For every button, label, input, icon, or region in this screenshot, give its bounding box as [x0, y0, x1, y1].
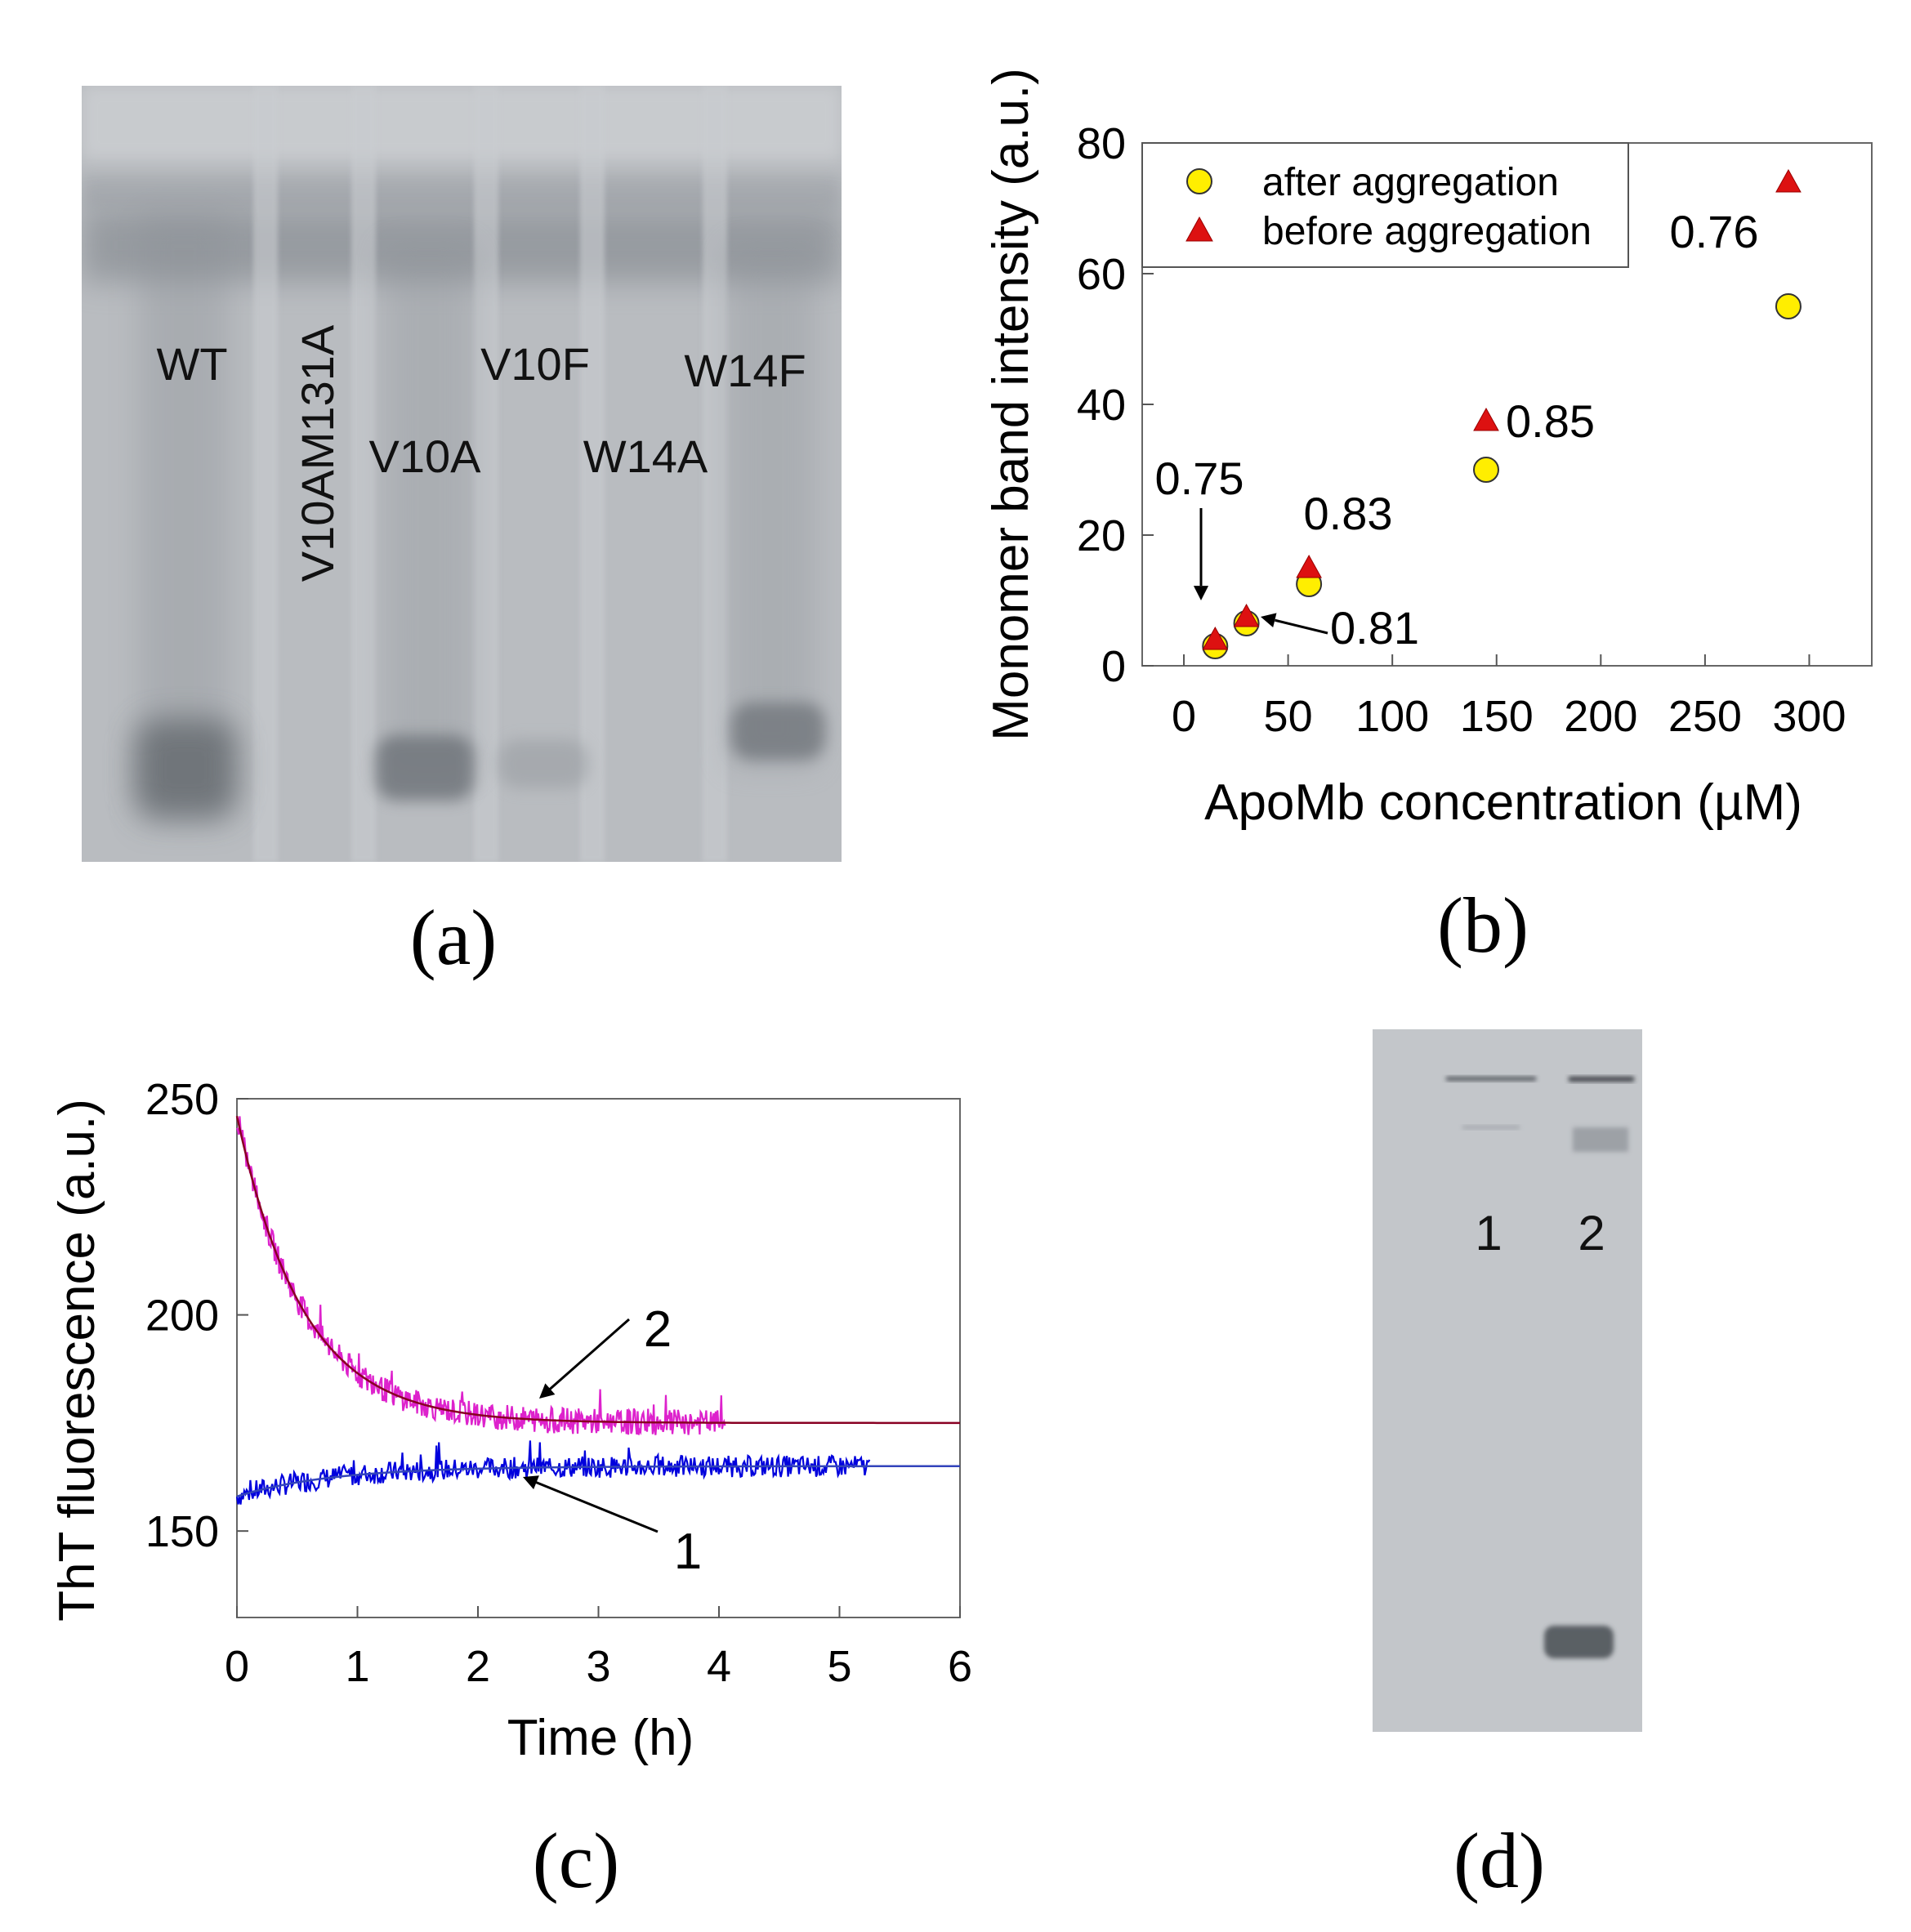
- ratio-annotation: 0.85: [1506, 395, 1595, 447]
- gel-d-lane-label: 2: [1578, 1206, 1605, 1260]
- curve-label-arrow: [534, 1480, 659, 1533]
- legend-marker-triangle: [1185, 216, 1213, 242]
- panel-c-plot-frame: [236, 1098, 961, 1618]
- annotation-arrowhead: [1261, 613, 1277, 628]
- gel-d-bands: [1446, 1077, 1634, 1658]
- x-tick-label: 5: [827, 1642, 851, 1691]
- x-tick-label: 2: [466, 1642, 490, 1691]
- panel-b-x-axis-label: ApoMb concentration (µM): [1204, 774, 1802, 831]
- curve-label: 1: [674, 1524, 702, 1580]
- ratio-annotation: 0.76: [1670, 206, 1759, 257]
- y-tick-label: 80: [1077, 119, 1126, 168]
- y-tick-label: 150: [145, 1507, 219, 1556]
- panel-c-caption: (c): [533, 1817, 620, 1904]
- data-point-before-aggregation: [1775, 168, 1802, 193]
- x-tick-label: 0: [1172, 692, 1196, 741]
- panel-c-axis-ticks: 0 1 2 3 4 5 6 150 200 250: [145, 1075, 972, 1691]
- ratio-annotation: 0.75: [1155, 453, 1244, 504]
- panel-c-y-axis-label: ThT fluorescence (a.u.): [49, 1099, 105, 1622]
- panel-c-x-axis-label: Time (h): [507, 1710, 694, 1766]
- annotation-arrow: [1275, 618, 1328, 635]
- data-point-before-aggregation: [1233, 603, 1260, 627]
- x-tick-label: 6: [948, 1642, 972, 1691]
- x-tick-label: 300: [1772, 692, 1846, 741]
- gel-a-lane-label: V10AM131A: [292, 324, 343, 582]
- legend-label: after aggregation: [1262, 161, 1559, 204]
- gel-a-lane-label: V10A: [369, 431, 482, 482]
- data-point-before-aggregation: [1296, 554, 1322, 578]
- curve-label-arrow: [548, 1318, 630, 1391]
- panel-b-y-axis-label: Monomer band intensity (a.u.): [983, 68, 1039, 741]
- panel-a-caption: (a): [410, 894, 498, 981]
- x-tick-label: 4: [707, 1642, 731, 1691]
- x-tick-label: 1: [345, 1642, 369, 1691]
- data-point-before-aggregation: [1202, 626, 1229, 650]
- x-tick-label: 150: [1460, 692, 1534, 741]
- y-tick-label: 0: [1101, 642, 1126, 691]
- x-tick-label: 0: [225, 1642, 249, 1691]
- x-tick-label: 3: [586, 1642, 610, 1691]
- gel-a-lane-label: V10F: [480, 338, 590, 390]
- x-tick-label: 250: [1668, 692, 1742, 741]
- panel-b-axis-ticks: 0 50 100 150 200 250 300 0 20 40 60 80: [1077, 119, 1846, 741]
- y-tick-label: 60: [1077, 250, 1126, 299]
- series-1-data-line: [235, 1440, 871, 1505]
- gel-a-lane-labels: WT V10AM131A V10A V10F W14A W14F: [156, 324, 806, 582]
- ratio-annotation: 0.81: [1330, 602, 1419, 654]
- panel-b-caption: (b): [1437, 881, 1529, 969]
- gel-a-bands: [82, 86, 842, 862]
- panel-b-legend: after aggregation before aggregation: [1141, 142, 1629, 268]
- gel-a-lane-label: W14F: [684, 345, 806, 396]
- curve-label: 2: [644, 1301, 672, 1358]
- y-tick-label: 40: [1077, 381, 1126, 430]
- data-point-after-aggregation: [1472, 457, 1499, 483]
- legend-label: before aggregation: [1262, 210, 1592, 253]
- legend-marker-circle: [1186, 168, 1212, 194]
- y-tick-label: 250: [145, 1075, 219, 1124]
- gel-d-lane-label: 1: [1475, 1206, 1502, 1260]
- y-tick-label: 200: [145, 1292, 219, 1341]
- panel-b-annotations: 0.75 0.81 0.83 0.85 0.76: [1155, 206, 1759, 654]
- gel-a-lane-label: W14A: [583, 431, 708, 482]
- panel-b-data-marks: [1202, 168, 1802, 659]
- panel-d-caption: (d): [1453, 1817, 1545, 1904]
- panel-b-chart: 0 50 100 150 200 250 300 0 20 40 60 80 after aggreg…: [983, 68, 1873, 969]
- ratio-annotation: 0.83: [1304, 488, 1393, 539]
- panel-c-annotations: 21: [523, 1301, 702, 1580]
- series-2-fit-line: [235, 1115, 960, 1425]
- panel-a: WT V10AM131A V10A V10F W14A W14F (a): [82, 86, 842, 981]
- legend-box: [1141, 142, 1629, 268]
- gel-a-lane-label: WT: [156, 338, 227, 390]
- x-tick-label: 50: [1264, 692, 1313, 741]
- annotation-arrowhead: [1193, 586, 1209, 600]
- panel-c-data-lines: [235, 1115, 960, 1505]
- series-1-fit-line: [236, 1465, 960, 1497]
- data-point-before-aggregation: [1473, 407, 1499, 431]
- curve-label-arrowhead: [539, 1383, 556, 1399]
- x-tick-label: 200: [1564, 692, 1637, 741]
- x-tick-label: 100: [1355, 692, 1429, 741]
- data-point-after-aggregation: [1775, 293, 1802, 319]
- series-2-data-line: [235, 1116, 726, 1435]
- y-tick-label: 20: [1077, 511, 1126, 560]
- curve-label-arrowhead: [523, 1475, 539, 1490]
